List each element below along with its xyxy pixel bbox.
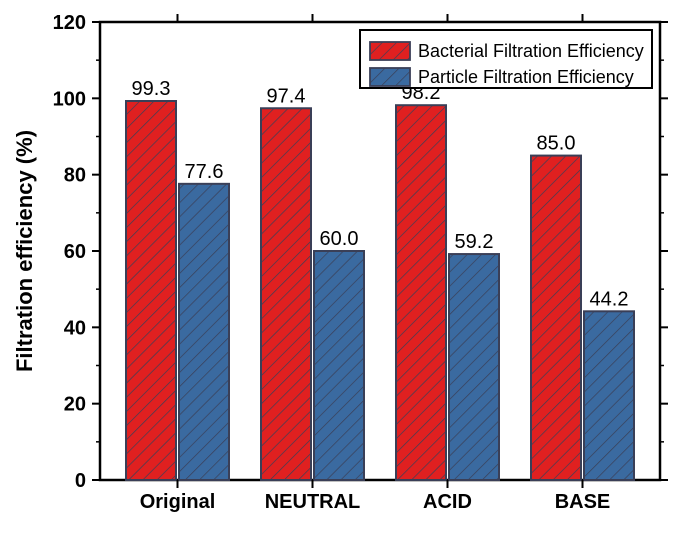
- bar-value-label: 99.3: [132, 78, 171, 100]
- bar-value-label: 77.6: [185, 161, 224, 183]
- x-tick-label: ACID: [423, 491, 472, 513]
- bar-value-label: 85.0: [537, 133, 576, 155]
- legend-label: Bacterial Filtration Efficiency: [418, 41, 644, 61]
- legend-swatch: [370, 42, 410, 60]
- bar: [531, 156, 581, 480]
- y-tick-label: 120: [53, 12, 86, 34]
- y-tick-label: 40: [64, 317, 86, 339]
- legend-label: Particle Filtration Efficiency: [418, 67, 634, 87]
- x-tick-label: Original: [140, 491, 216, 513]
- bar: [449, 254, 499, 480]
- bar: [396, 105, 446, 480]
- bar: [314, 251, 364, 480]
- bar: [126, 101, 176, 480]
- bar: [179, 184, 229, 480]
- y-axis-label: Filtration efficiency (%): [12, 130, 37, 372]
- x-tick-label: BASE: [555, 491, 611, 513]
- chart-container: 0 20 40 60 80 100 120 Filtration efficiency (%)…: [0, 0, 691, 541]
- bar-value-label: 59.2: [455, 231, 494, 253]
- bar-value-label: 60.0: [320, 228, 359, 250]
- bar-value-label: 44.2: [590, 288, 629, 310]
- bar: [584, 311, 634, 480]
- bar-value-label: 97.4: [267, 85, 306, 107]
- y-tick-label: 80: [64, 165, 86, 187]
- chart-svg: 0 20 40 60 80 100 120 Filtration efficiency (%)…: [0, 0, 691, 541]
- y-tick-label: 0: [75, 470, 86, 492]
- y-tick-label: 20: [64, 394, 86, 416]
- y-tick-label: 100: [53, 88, 86, 110]
- bar: [261, 108, 311, 480]
- legend-swatch: [370, 68, 410, 86]
- y-tick-label: 60: [64, 241, 86, 263]
- x-tick-label: NEUTRAL: [265, 491, 361, 513]
